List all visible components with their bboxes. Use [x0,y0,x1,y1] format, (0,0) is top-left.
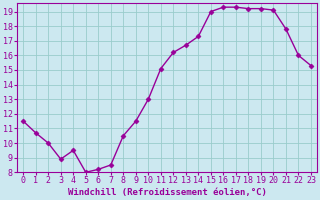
X-axis label: Windchill (Refroidissement éolien,°C): Windchill (Refroidissement éolien,°C) [68,188,267,197]
